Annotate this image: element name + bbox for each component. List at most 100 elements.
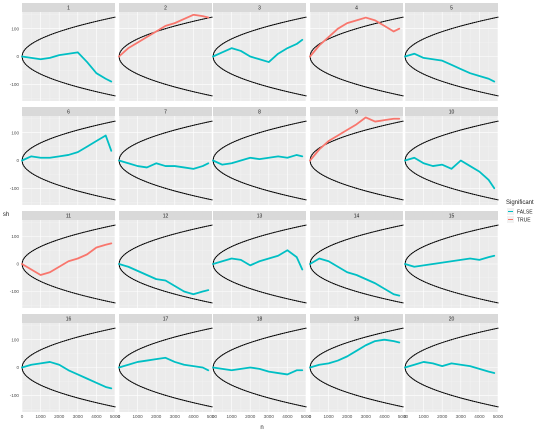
upper-boundary-curve (118, 327, 213, 369)
facet-panel-20: 20 0 1000 2000 3000 4000 5000 (404, 314, 504, 419)
upper-boundary-curve (118, 120, 213, 162)
lower-boundary-curve (404, 159, 499, 201)
facet-panel-7: 7 (118, 107, 213, 205)
facet-strip (22, 314, 115, 323)
series-line-panel-10 (404, 156, 496, 190)
series-line-panel-17 (118, 356, 210, 372)
lower-boundary-curve (212, 263, 307, 304)
upper-boundary-curve (118, 224, 213, 265)
facet-strip (22, 107, 115, 116)
x-tick-label: 5000 (398, 414, 409, 419)
y-tick-label: 100 (11, 26, 19, 31)
lower-boundary-curve (21, 159, 116, 201)
x-tick-label: 0 (309, 414, 312, 419)
facet-panel-3: 3 (212, 3, 307, 101)
lower-boundary-curve (21, 366, 116, 408)
x-tick-label: 5000 (301, 414, 312, 419)
facet-strip-label: 13 (257, 213, 263, 219)
lower-boundary-curve (404, 263, 499, 304)
lower-boundary-curve (118, 366, 213, 408)
x-tick-label: 5000 (110, 414, 121, 419)
x-tick-label: 4000 (91, 414, 102, 419)
upper-boundary-curve (212, 16, 307, 58)
lower-boundary-curve (404, 55, 499, 97)
facet-strip (310, 3, 403, 12)
series-line-panel-14 (309, 257, 401, 297)
upper-boundary-curve (404, 120, 499, 162)
lower-boundary-curve (21, 263, 116, 304)
facet-panel-5: 5 (404, 3, 499, 101)
facet-panel-19: 19 0 1000 2000 3000 4000 5000 (309, 314, 409, 419)
x-tick-label: 5000 (493, 414, 504, 419)
lower-boundary-curve (118, 159, 213, 201)
upper-boundary-curve (212, 224, 307, 265)
facet-strip (405, 107, 498, 116)
lower-boundary-curve (309, 366, 404, 408)
legend-item-false: FALSE (507, 208, 533, 215)
lower-boundary-curve (118, 55, 213, 97)
facet-strip (213, 3, 306, 12)
facet-strip-label: 11 (66, 213, 71, 219)
upper-boundary-curve (309, 327, 404, 369)
facet-strip (405, 314, 498, 323)
facet-strip-label: 4 (355, 5, 358, 11)
facet-panel-9: 9 (309, 107, 404, 205)
facet-panel-15: 15 (404, 211, 499, 308)
x-tick-label: 3000 (264, 414, 275, 419)
x-tick-label: 1000 (226, 414, 237, 419)
facet-panel-10: 10 (404, 107, 499, 205)
lower-boundary-curve (212, 366, 307, 408)
lower-boundary-curve (309, 55, 404, 97)
legend-label: TRUE (517, 217, 531, 223)
upper-boundary-curve (309, 224, 404, 265)
upper-boundary-curve (404, 16, 499, 58)
x-tick-label: 2000 (54, 414, 65, 419)
facet-strip (22, 3, 115, 12)
series-line-panel-9 (309, 116, 401, 162)
x-tick-label: 2000 (342, 414, 353, 419)
facet-panel-13: 13 (212, 211, 307, 308)
upper-boundary-curve (21, 327, 116, 369)
facet-panel-2: 2 (118, 3, 213, 101)
y-tick-label: 0 (16, 158, 19, 163)
x-tick-label: 4000 (379, 414, 390, 419)
x-tick-label: 2000 (245, 414, 256, 419)
x-tick-label: 2000 (151, 414, 162, 419)
series-line-panel-18 (212, 366, 304, 376)
facet-strip-label: 16 (66, 316, 72, 322)
x-tick-label: 5000 (207, 414, 218, 419)
series-line-panel-7 (118, 159, 210, 170)
x-tick-label: 3000 (456, 414, 467, 419)
facet-panel-12: 12 (118, 211, 213, 308)
facet-panel-1: 1 100 0 -100 (10, 3, 116, 101)
x-tick-label: 2000 (437, 414, 448, 419)
facet-strip-label: 2 (164, 5, 167, 11)
legend-item-true: TRUE (507, 216, 531, 223)
legend-label: FALSE (517, 209, 533, 215)
facet-strip-label: 9 (355, 109, 358, 115)
y-tick-label: 100 (11, 234, 19, 239)
facet-panel-8: 8 (212, 107, 307, 205)
lower-boundary-curve (212, 55, 307, 97)
series-line-panel-19 (309, 338, 401, 369)
facet-panel-4: 4 (309, 3, 404, 101)
series-line-panel-13 (212, 249, 304, 271)
legend-title: Significant (506, 200, 534, 206)
lower-boundary-curve (309, 263, 404, 304)
x-axis-title: n (260, 425, 263, 431)
facet-panel-14: 14 (309, 211, 404, 308)
lower-boundary-curve (118, 263, 213, 304)
y-tick-label: 100 (11, 130, 19, 135)
y-tick-label: 0 (16, 262, 19, 267)
series-line-panel-1 (21, 51, 113, 83)
y-tick-label: -100 (10, 289, 20, 294)
facet-strip (213, 211, 306, 220)
upper-boundary-curve (21, 120, 116, 162)
upper-boundary-curve (212, 120, 307, 162)
facet-strip (119, 314, 212, 323)
lower-boundary-curve (21, 55, 116, 97)
facet-strip-label: 3 (258, 5, 261, 11)
